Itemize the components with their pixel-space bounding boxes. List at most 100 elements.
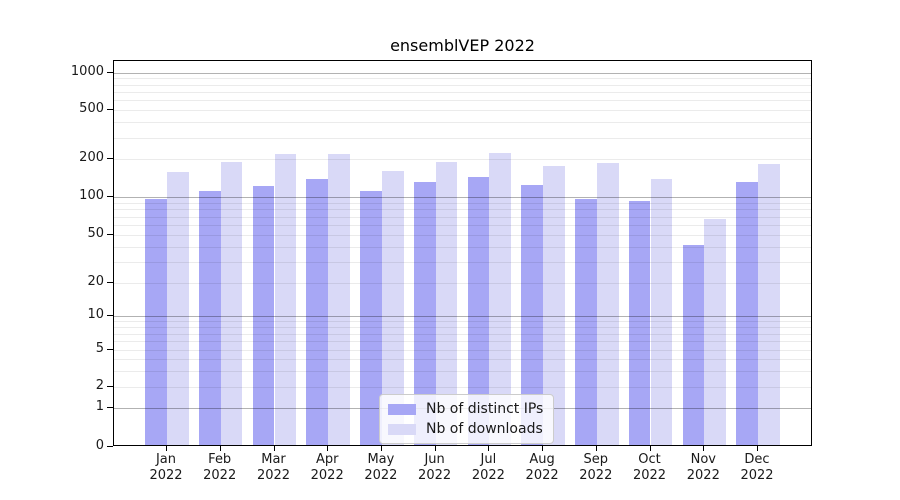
plot-area: Nb of distinct IPs Nb of downloads	[113, 60, 812, 446]
bar-downloads-sep	[596, 162, 619, 445]
x-tick-month: Jun	[424, 452, 445, 467]
bar-downloads-aug	[543, 165, 565, 445]
y-tick-label: 500	[79, 100, 104, 116]
gridline-major	[114, 316, 811, 317]
x-tick-label-aug: Aug 2022	[510, 452, 574, 484]
bar-ips-oct	[628, 201, 651, 445]
x-tick-month: Mar	[261, 452, 286, 467]
x-tick-mark	[757, 446, 758, 451]
y-tick-mark	[107, 446, 113, 447]
x-tick-label-mar: Mar 2022	[242, 452, 306, 484]
x-tick-year: 2022	[471, 468, 505, 483]
gridline-minor	[114, 216, 811, 218]
bar-downloads-oct	[650, 178, 673, 445]
x-tick-year: 2022	[740, 468, 774, 483]
x-tick-mark	[166, 446, 167, 451]
x-tick-month: Oct	[638, 452, 661, 467]
gridline-minor	[114, 122, 811, 123]
x-tick-mark	[273, 446, 275, 451]
bar-downloads-mar	[274, 154, 297, 445]
legend-label-downloads: Nb of downloads	[426, 421, 543, 437]
gridline-minor	[114, 282, 811, 284]
gridline-minor	[114, 209, 811, 211]
bar-ips-jun	[413, 181, 436, 445]
y-tick-label: 200	[79, 150, 104, 166]
x-tick-mark	[327, 446, 329, 451]
x-tick-label-jun: Jun 2022	[403, 452, 467, 484]
y-tick-label: 0	[95, 438, 104, 453]
x-tick-year: 2022	[256, 468, 291, 483]
x-tick-year: 2022	[525, 468, 559, 483]
gridline-minor	[114, 100, 811, 102]
bar-ips-aug	[521, 184, 544, 445]
bar-ips-mar	[252, 185, 275, 445]
bar-ips-may	[360, 190, 382, 445]
bar-downloads-jul	[489, 153, 512, 445]
y-tick-label: 100	[79, 187, 104, 203]
x-tick-year: 2022	[632, 468, 667, 483]
legend-swatch-distinct-ips	[388, 403, 416, 415]
bar-ips-jan	[145, 198, 167, 445]
gridline-minor	[114, 326, 811, 328]
legend-swatch-downloads	[388, 423, 416, 435]
x-tick-month: May	[367, 452, 395, 467]
gridline-minor	[114, 78, 811, 80]
y-tick-mark	[107, 195, 113, 197]
x-tick-label-apr: Apr 2022	[295, 452, 359, 484]
x-tick-label-dec: Dec 2022	[725, 452, 789, 484]
gridline-minor	[114, 350, 811, 351]
bar-ips-jul	[467, 176, 490, 445]
x-tick-mark	[542, 446, 544, 451]
x-tick-label-may: May 2022	[349, 452, 413, 484]
gridline-minor	[114, 387, 811, 388]
bar-downloads-jan	[167, 171, 189, 445]
x-tick-label-oct: Oct 2022	[618, 452, 682, 484]
x-tick-year: 2022	[203, 468, 237, 483]
gridline-minor	[114, 261, 811, 263]
gridline-minor	[114, 321, 811, 323]
y-tick-label: 20	[87, 273, 104, 289]
x-tick-label-sep: Sep 2022	[564, 452, 628, 484]
x-tick-year: 2022	[579, 468, 613, 483]
y-tick-label: 10	[87, 307, 104, 322]
gridline-minor	[114, 246, 811, 248]
gridline-minor	[114, 235, 811, 237]
bar-downloads-feb	[220, 162, 243, 445]
bar-ips-sep	[575, 198, 597, 445]
bar-downloads-dec	[758, 163, 780, 445]
x-tick-month: Apr	[315, 452, 339, 467]
x-tick-label-jul: Jul 2022	[456, 452, 520, 484]
gridline-minor	[114, 159, 811, 161]
y-tick-mark	[107, 281, 113, 283]
bar-ips-apr	[306, 178, 329, 445]
gridline-minor	[114, 109, 811, 111]
y-tick-mark	[107, 407, 113, 409]
gridline-minor	[114, 84, 811, 86]
y-tick-mark	[107, 158, 113, 160]
x-tick-month: Aug	[529, 452, 555, 467]
x-tick-year: 2022	[310, 468, 344, 483]
x-tick-month: Nov	[690, 452, 716, 467]
gridline-major	[114, 72, 811, 74]
x-tick-mark	[380, 446, 382, 451]
x-tick-year: 2022	[149, 468, 183, 483]
gridline-minor	[114, 91, 811, 93]
y-tick-mark	[107, 349, 113, 350]
x-tick-mark	[488, 446, 490, 451]
legend-item-downloads: Nb of downloads	[388, 421, 543, 437]
y-tick-mark	[107, 386, 113, 387]
gridline-minor	[114, 333, 811, 335]
x-tick-mark	[649, 446, 651, 451]
x-tick-month: Jan	[155, 452, 177, 467]
gridline-major	[114, 196, 811, 198]
y-tick-mark	[107, 108, 113, 110]
gridline-minor	[114, 341, 811, 343]
x-tick-mark	[595, 446, 597, 451]
x-tick-mark	[434, 446, 436, 451]
x-tick-month: Feb	[208, 452, 232, 467]
legend: Nb of distinct IPs Nb of downloads	[379, 394, 555, 444]
x-tick-year: 2022	[418, 468, 452, 483]
legend-item-distinct-ips: Nb of distinct IPs	[388, 401, 543, 417]
y-tick-label: 1000	[70, 63, 104, 79]
gridline-minor	[114, 370, 811, 372]
